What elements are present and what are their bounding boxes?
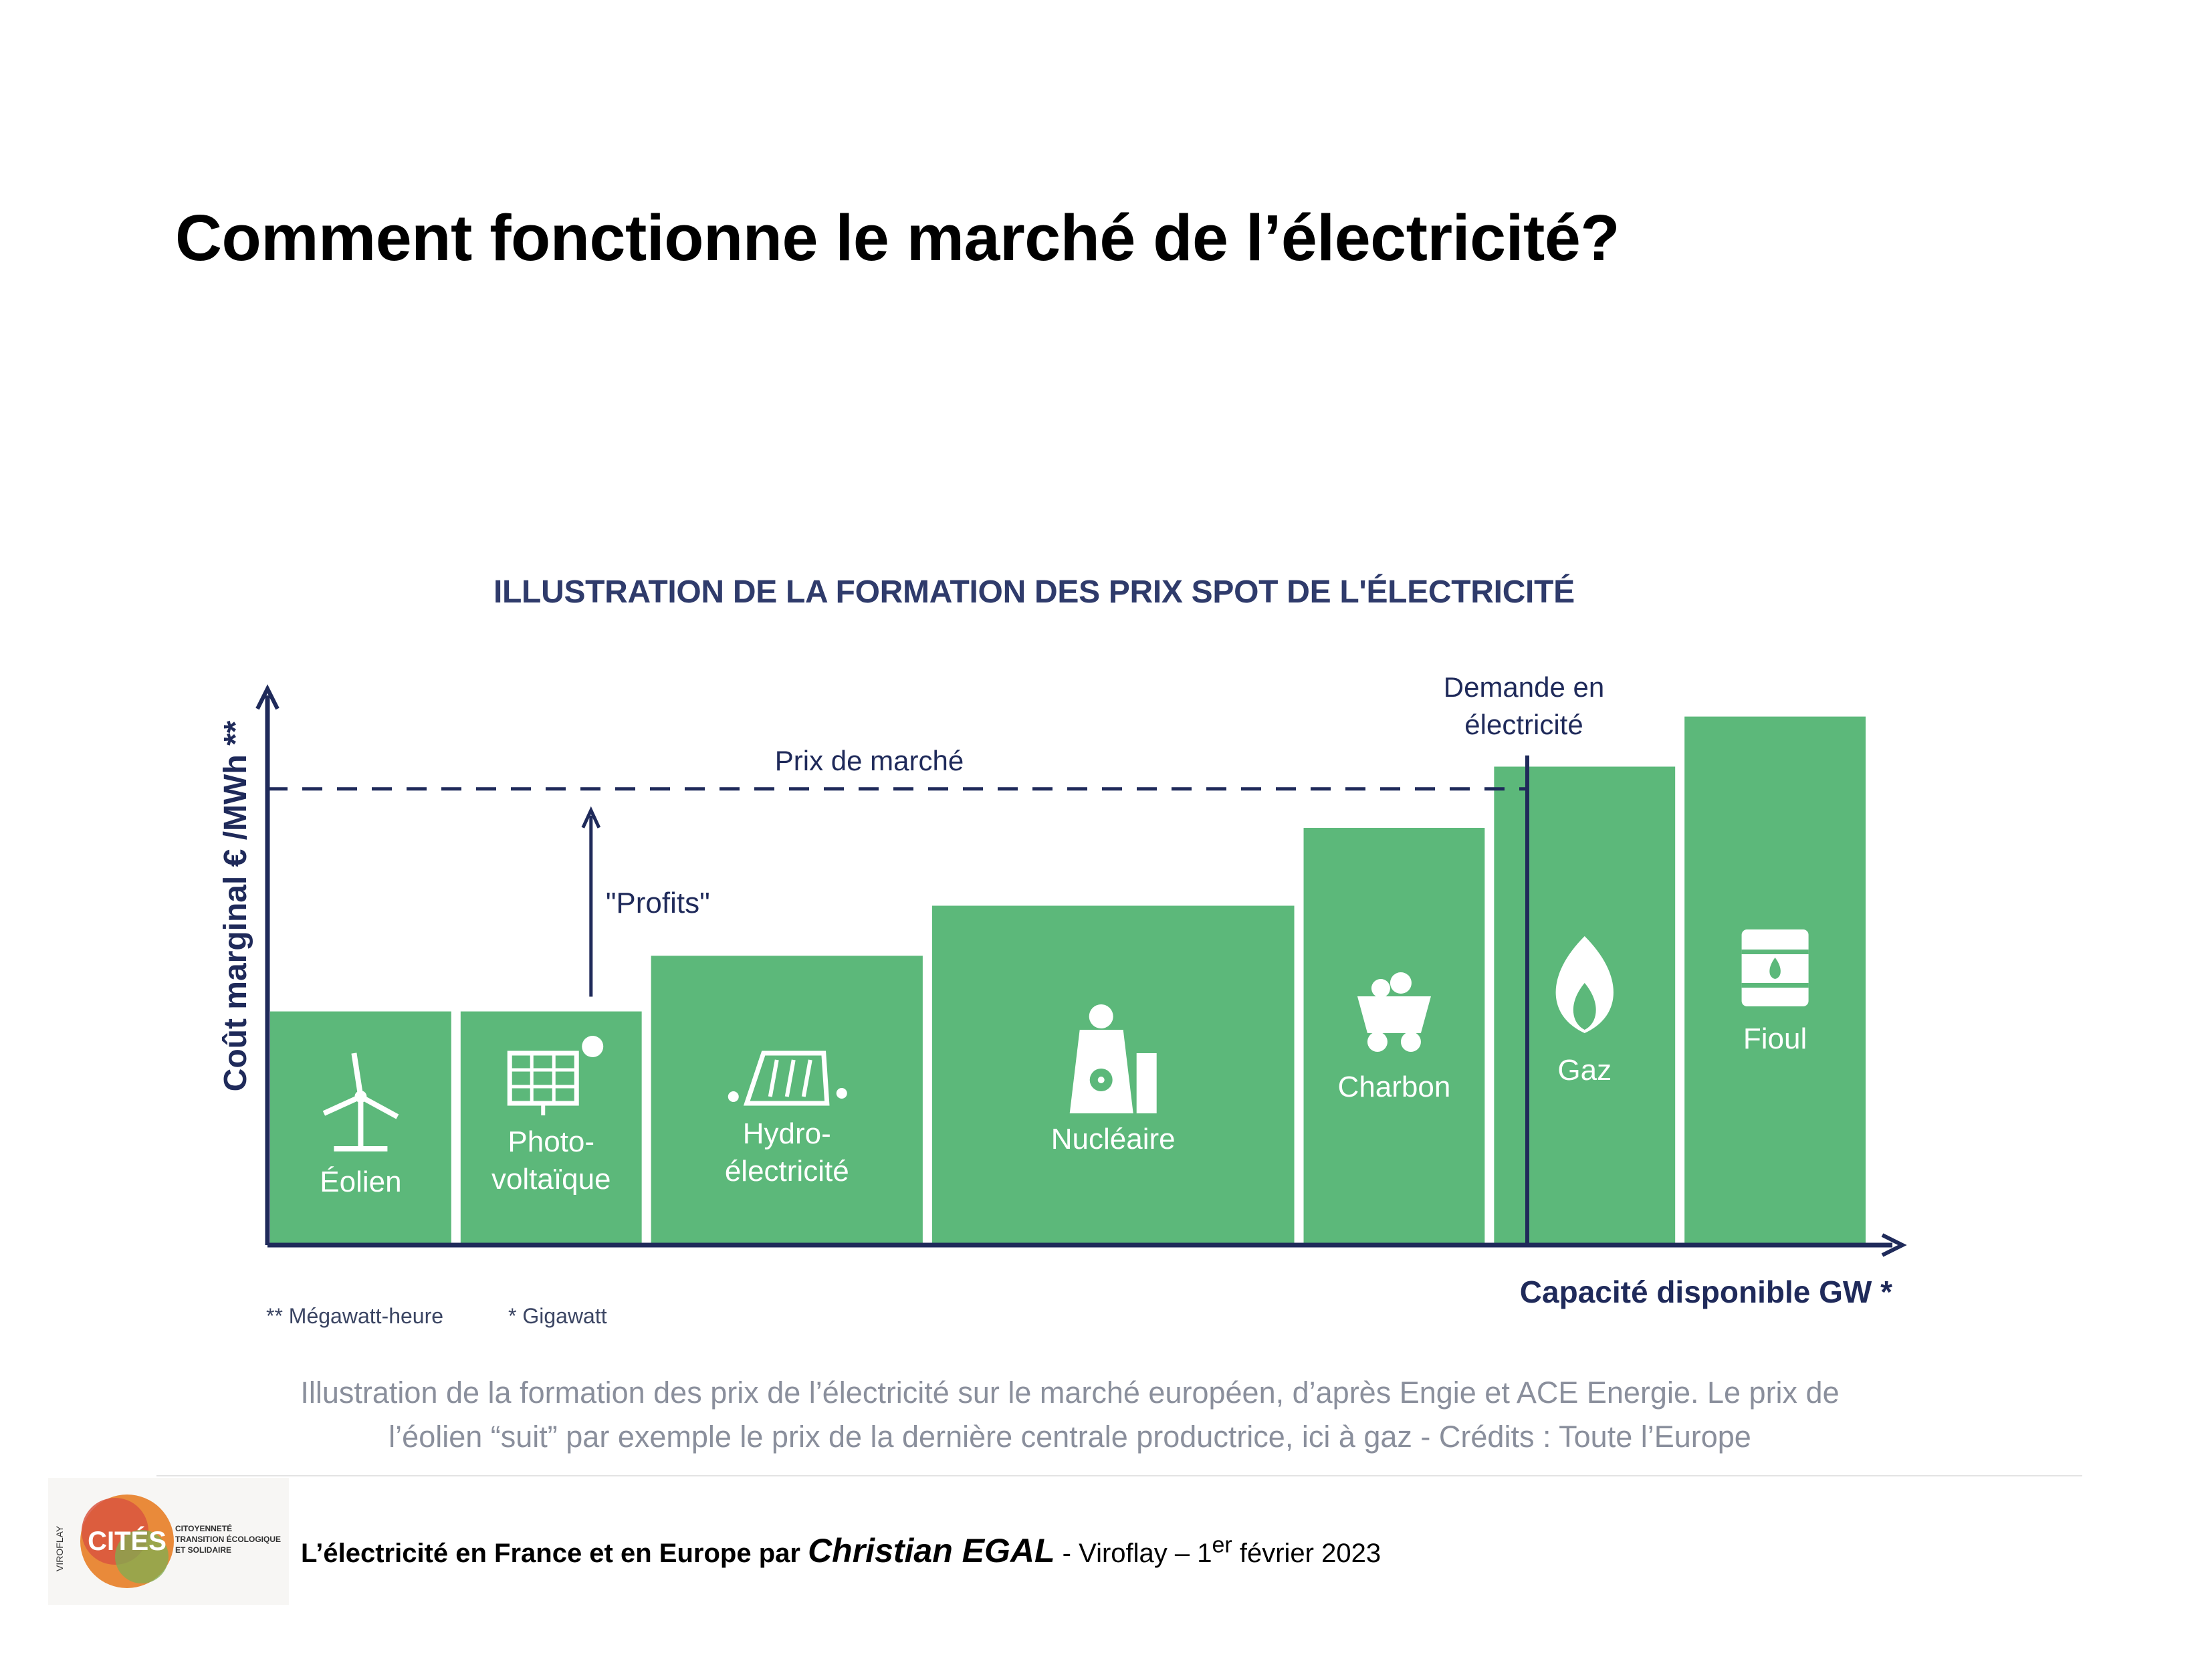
bar-label-1: Éolien: [320, 1166, 401, 1198]
footer-author: Christian EGAL: [808, 1532, 1055, 1569]
demand-label: Demande en électricité: [1444, 671, 1605, 740]
footer-sup: er: [1212, 1532, 1232, 1558]
note-megawatt: ** Mégawatt-heure: [266, 1304, 444, 1328]
note-gigawatt: * Gigawatt: [508, 1304, 607, 1328]
divider: [156, 1475, 2082, 1476]
coal-cart-icon: [1357, 972, 1431, 1052]
svg-text:CITÉS: CITÉS: [88, 1526, 167, 1556]
bar-label-5: Charbon: [1338, 1071, 1451, 1103]
bar-3: [651, 956, 923, 1245]
solar-panel-icon: [507, 1036, 604, 1115]
hydro-dam-icon: [728, 1050, 847, 1106]
footer-place: - Viroflay – 1: [1062, 1539, 1212, 1568]
profits-label: "Profits": [606, 887, 710, 919]
footer-prefix: L’électricité en France et en Europe par: [301, 1539, 800, 1568]
footer: L’électricité en France et en Europe par…: [301, 1531, 1381, 1570]
x-axis-label: Capacité disponible GW *: [1520, 1275, 1892, 1309]
oil-barrel-icon: [1741, 929, 1809, 1006]
bar-5: [1303, 828, 1485, 1245]
cites-logo: CITÉS VIROFLAY CITOYENNETÉ TRANSITION ÉCO…: [48, 1478, 289, 1605]
chart-title: ILLUSTRATION DE LA FORMATION DES PRIX SP…: [493, 574, 1575, 610]
y-axis-arrow: [255, 684, 280, 710]
y-axis-label: Coût marginal € /MWh **: [218, 720, 253, 1091]
bar-label-7: Fioul: [1743, 1022, 1807, 1055]
x-axis-arrow: [1881, 1233, 1907, 1257]
bar-2: [460, 1011, 642, 1245]
gas-flame-icon: [1555, 936, 1614, 1033]
wind-turbine-icon: [322, 1053, 399, 1151]
chart: Éolien Photo-voltaïque Hydro-électricité Nu…: [218, 671, 1907, 1309]
bar-label-4: Nucléaire: [1051, 1123, 1176, 1155]
footer-date: février 2023: [1239, 1539, 1381, 1568]
bar-label-3: Hydro-électricité: [725, 1117, 849, 1188]
bar-label-2: Photo-voltaïque: [491, 1125, 611, 1196]
svg-text:VIROFLAY: VIROFLAY: [54, 1525, 65, 1571]
nuclear-plant-icon: [1069, 1004, 1157, 1113]
bar-label-6: Gaz: [1557, 1054, 1612, 1087]
slide-title: Comment fonctionne le marché de l’électr…: [175, 201, 1620, 274]
profits-arrow-head: [581, 806, 601, 828]
caption-line-1: Illustration de la formation des prix de…: [300, 1375, 1840, 1410]
caption-line-2: l’éolien “suit” par exemple le prix de l…: [389, 1420, 1751, 1454]
market-price-label: Prix de marché: [775, 745, 964, 776]
